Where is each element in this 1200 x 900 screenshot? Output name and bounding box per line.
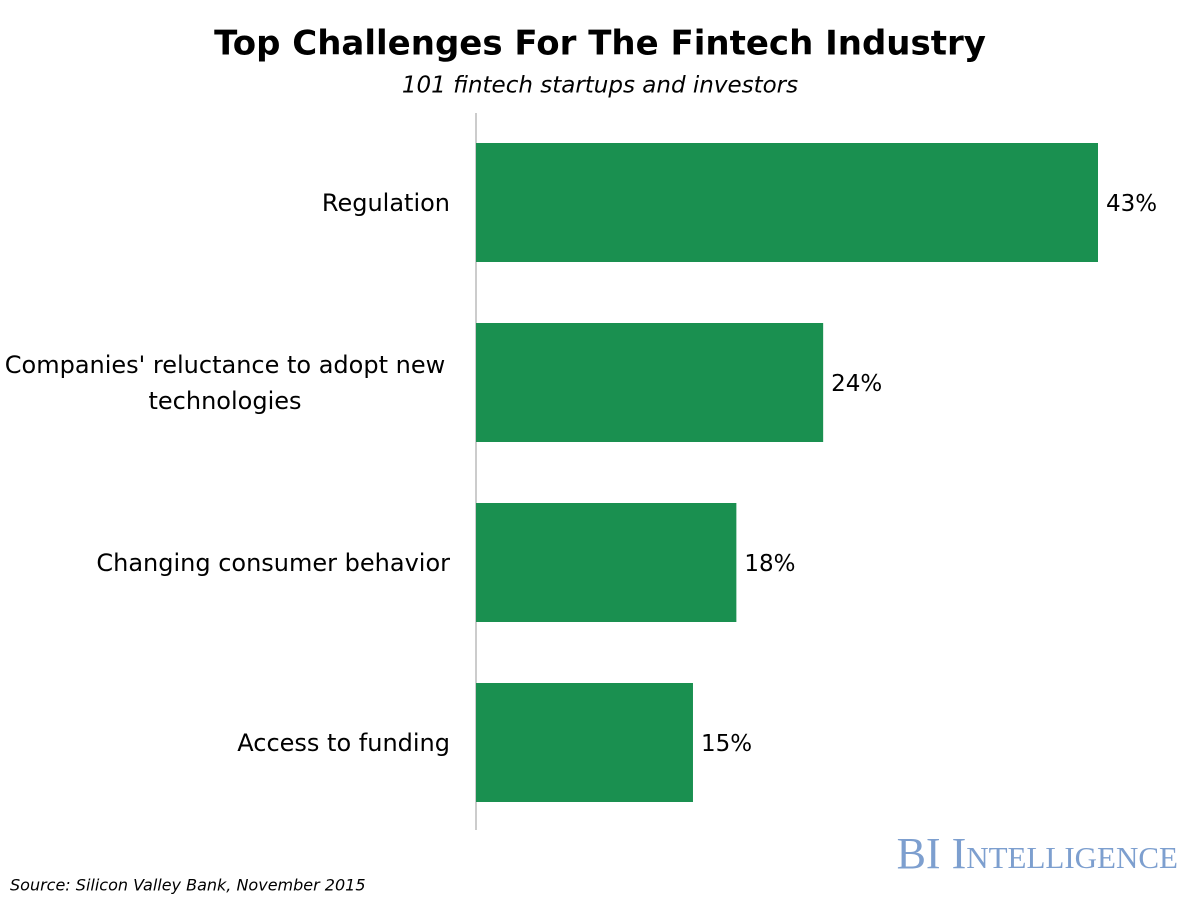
category-label: Companies' reluctance to adopt new techn… <box>4 350 446 415</box>
value-label: 24% <box>831 371 882 397</box>
category-label-box: Changing consumer behavior <box>0 545 450 581</box>
value-label: 43% <box>1106 191 1157 217</box>
logo: BI Intelligence <box>897 829 1178 878</box>
chart-subtitle: 101 fintech startups and investors <box>402 73 798 99</box>
category-label: Access to funding <box>237 728 450 757</box>
chart-title: Top Challenges For The Fintech Industry <box>214 24 986 64</box>
category-label-box: Access to funding <box>0 725 450 761</box>
bar <box>476 323 824 442</box>
value-label: 15% <box>701 731 752 757</box>
category-label-box: Companies' reluctance to adopt new techn… <box>0 347 450 419</box>
category-label-box: Regulation <box>0 185 450 221</box>
value-label: 18% <box>744 551 795 577</box>
bar <box>476 143 1098 262</box>
category-label: Changing consumer behavior <box>96 548 450 577</box>
bar <box>476 503 737 622</box>
category-label: Regulation <box>321 188 450 217</box>
bar <box>476 683 693 802</box>
source: Source: Silicon Valley Bank, November 20… <box>10 876 366 895</box>
